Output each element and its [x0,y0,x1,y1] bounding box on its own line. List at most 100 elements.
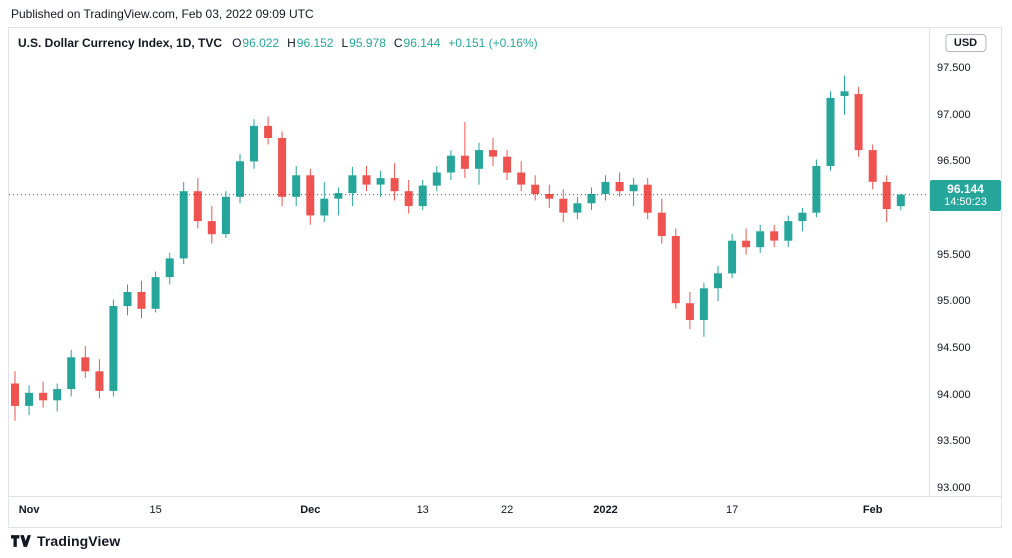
price-tick: 95.000 [937,295,971,308]
candle-body [404,191,413,207]
candle-body [784,221,793,241]
chart-panel: U.S. Dollar Currency Index, 1D, TVC O96.0… [8,27,1002,528]
candle-body [798,212,807,222]
candle-body [460,155,469,169]
candle-body [671,236,680,304]
tradingview-footer[interactable]: TradingView [11,533,120,549]
candle-body [559,198,568,213]
candle-body [236,161,244,197]
candle-body [826,97,835,166]
ohlc-high: H96.152 [287,36,333,50]
candle-body [95,371,104,391]
candle-body [517,172,526,185]
candle-body [601,181,610,194]
time-tick: 13 [416,504,429,516]
time-tick: Dec [300,504,321,516]
candlestick-chart[interactable] [9,28,929,496]
candle-body [503,156,512,173]
time-axis[interactable]: Nov 15 Dec 13 22 2022 17 Feb [9,496,1001,527]
candle-body [221,196,230,235]
time-tick: 15 [149,504,162,516]
price-tick: 97.500 [937,62,971,74]
price-tick: 94.000 [937,388,971,401]
price-tick: 95.500 [937,248,971,261]
candle-body [25,392,34,406]
price-axis[interactable]: USD 96.144 14:50:23 97.500 97.000 96.500 96… [929,28,1001,496]
candle-body [53,389,62,401]
candle-body [390,178,399,192]
open-label: O [232,36,242,50]
tradingview-logo-icon [11,535,31,547]
chart-legend: U.S. Dollar Currency Index, 1D, TVC O96.0… [18,36,538,50]
price-tick: 96.500 [937,155,971,168]
ohlc-open: O96.022 [232,36,279,50]
candle-body [207,221,216,235]
close-value: 96.144 [403,36,441,50]
candle-body [489,150,497,157]
candle-body [840,91,849,96]
candle-body [446,155,455,173]
ohlc-low: L95.978 [341,36,385,50]
candle-body [812,166,821,213]
bar-countdown: 14:50:23 [944,196,987,208]
candle-body [418,185,427,207]
candle-body [67,357,76,389]
candle-body [39,392,48,401]
time-tick: 17 [725,504,739,516]
candle-body [250,125,258,162]
candle-body [264,125,273,138]
time-tick: Feb [862,504,883,516]
candle-body [882,181,891,209]
high-label: H [287,36,296,50]
symbol-title[interactable]: U.S. Dollar Currency Index, 1D, TVC [18,36,223,50]
low-value: 95.978 [349,36,386,50]
candle-body [629,184,638,192]
price-tick: 93.500 [937,435,971,448]
candle-body [685,303,694,320]
high-value: 96.152 [296,36,334,50]
candle-body [320,198,329,216]
candle-body [742,240,751,248]
candle-body [756,231,765,248]
candle-body [643,184,652,213]
candle-body [81,357,90,372]
price-tick: 93.000 [937,482,971,494]
candle-body [770,231,779,241]
candle-body [109,306,118,391]
time-tick: 2022 [593,504,618,516]
time-tick: Nov [18,504,40,516]
change-value: +0.151 (+0.16%) [448,36,538,50]
candle-body [615,181,624,192]
candle-body [531,184,540,194]
candle-body [193,191,202,222]
candle-body [432,172,441,186]
price-tick: 97.000 [937,108,971,121]
candle-body [165,258,174,278]
candle-body [545,194,554,199]
candle-body [714,273,722,289]
last-price-value: 96.144 [947,182,984,196]
candle-body [151,277,160,309]
candle-body [123,292,132,306]
price-tick: 94.500 [937,342,971,354]
candle-body [292,175,301,197]
candle-body [362,175,371,185]
candle-body [179,191,188,259]
last-price-label: 96.144 14:50:23 [930,180,1001,211]
open-value: 96.022 [242,36,280,50]
candle-body [896,194,905,207]
close-label: C [393,36,403,50]
candle-body [657,212,666,236]
candle-body [699,288,708,320]
time-tick: 22 [500,504,514,516]
candle-body [11,383,19,406]
candle-body [376,178,385,185]
candle-body [306,175,315,216]
candle-body [587,194,596,204]
candle-body [475,150,483,169]
candle-body [868,150,877,182]
candle-body [728,240,737,274]
candle-body [348,175,357,193]
candle-body [854,94,863,151]
ohlc-close: C96.144 [394,36,440,50]
